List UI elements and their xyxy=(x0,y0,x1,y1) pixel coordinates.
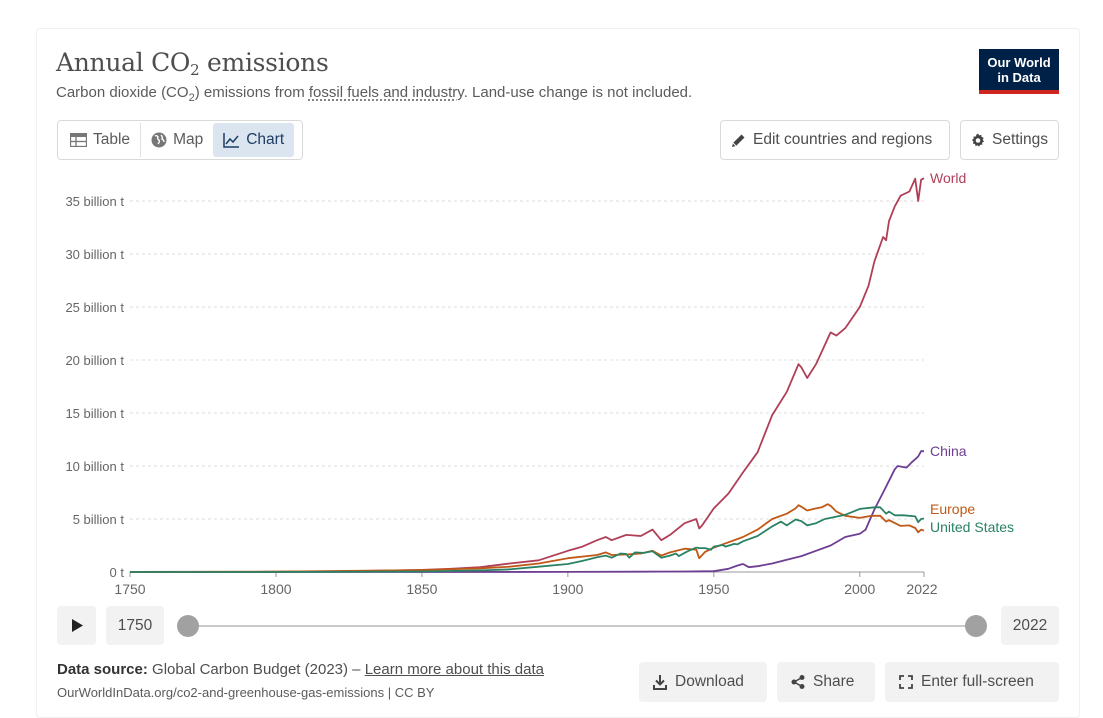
download-button[interactable]: Download xyxy=(639,662,767,702)
gear-icon xyxy=(971,133,985,147)
y-tick-label: 10 billion t xyxy=(65,459,124,474)
end-year-box[interactable]: 2022 xyxy=(1001,606,1059,645)
line-chart: 0 t 5 billion t 10 billion t 15 billion t 20… xyxy=(65,170,1014,597)
x-tick-label: 1750 xyxy=(114,581,145,597)
pencil-icon xyxy=(732,134,745,147)
table-icon xyxy=(70,133,87,147)
expand-icon xyxy=(899,675,913,689)
settings-button[interactable]: Settings xyxy=(960,120,1059,160)
x-tick-label: 1900 xyxy=(552,581,583,597)
data-source: Data source: Global Carbon Budget (2023)… xyxy=(57,661,544,678)
start-year-handle[interactable] xyxy=(177,615,199,637)
play-button[interactable] xyxy=(57,606,96,645)
series-line-china[interactable] xyxy=(129,450,924,573)
y-tick-label: 25 billion t xyxy=(65,300,124,315)
edit-countries-button[interactable]: Edit countries and regions xyxy=(720,120,950,160)
source-url[interactable]: OurWorldInData.org/co2-and-greenhouse-ga… xyxy=(57,685,435,700)
play-icon xyxy=(71,619,83,632)
fossil-fuels-link[interactable]: fossil fuels and industry xyxy=(308,84,464,101)
x-tick-label: 1800 xyxy=(260,581,291,597)
y-tick-label: 20 billion t xyxy=(65,353,124,368)
globe-icon xyxy=(151,132,167,148)
timeline-slider[interactable] xyxy=(188,625,976,627)
y-tick-label: 30 billion t xyxy=(65,247,124,262)
y-tick-label: 35 billion t xyxy=(65,194,124,209)
series-label[interactable]: United States xyxy=(930,519,1014,535)
tab-map[interactable]: Map xyxy=(140,123,213,157)
page-title: Annual CO2 emissions xyxy=(56,48,329,79)
chart-subtitle: Carbon dioxide (CO2) emissions from foss… xyxy=(56,84,693,104)
series-line-united-states[interactable] xyxy=(130,506,925,573)
x-tick-label: 2022 xyxy=(906,581,937,597)
series-line-europe[interactable] xyxy=(129,503,925,573)
y-tick-label: 0 t xyxy=(110,565,125,580)
view-tabs: Table Map Chart xyxy=(57,120,303,160)
y-tick-label: 5 billion t xyxy=(73,512,125,527)
series-label[interactable]: China xyxy=(930,443,967,459)
tab-table[interactable]: Table xyxy=(60,123,140,157)
series-label[interactable]: World xyxy=(930,170,966,186)
series-line-world[interactable] xyxy=(129,177,925,573)
share-icon xyxy=(791,675,805,689)
fullscreen-button[interactable]: Enter full-screen xyxy=(885,662,1059,702)
start-year-box[interactable]: 1750 xyxy=(106,606,164,645)
tab-chart[interactable]: Chart xyxy=(213,123,295,157)
x-tick-label: 1850 xyxy=(406,581,437,597)
end-year-handle[interactable] xyxy=(965,615,987,637)
learn-more-link[interactable]: Learn more about this data xyxy=(364,661,544,678)
share-button[interactable]: Share xyxy=(777,662,875,702)
line-chart-icon xyxy=(223,132,240,148)
y-tick-label: 15 billion t xyxy=(65,406,124,421)
x-tick-label: 2000 xyxy=(844,581,875,597)
owid-logo[interactable]: Our World in Data xyxy=(979,49,1059,94)
series-label[interactable]: Europe xyxy=(930,501,975,517)
x-tick-label: 1950 xyxy=(698,581,729,597)
download-icon xyxy=(653,674,667,690)
